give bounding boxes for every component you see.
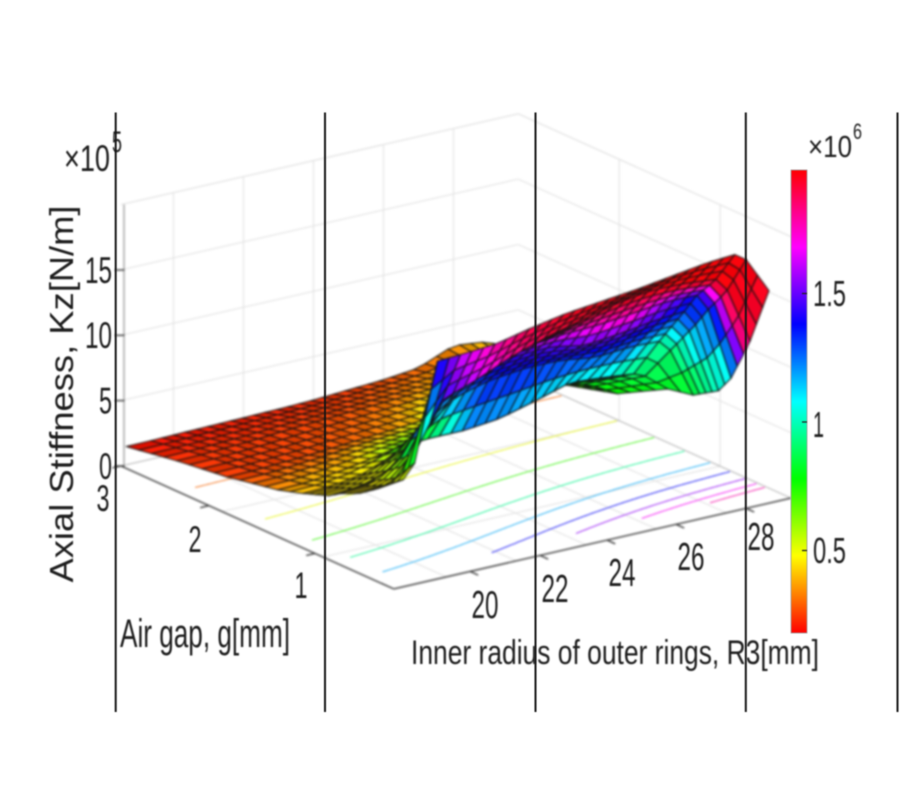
svg-text:1.5: 1.5 <box>813 273 846 314</box>
svg-text:15: 15 <box>85 250 112 291</box>
svg-text:×10: ×10 <box>64 138 110 179</box>
svg-text:Axial Stiffness, Kz[N/m]: Axial Stiffness, Kz[N/m] <box>43 206 80 583</box>
svg-text:3: 3 <box>97 478 110 519</box>
svg-text:10: 10 <box>85 315 112 356</box>
svg-text:×10: ×10 <box>808 129 852 164</box>
svg-text:0.5: 0.5 <box>813 530 846 571</box>
svg-text:5: 5 <box>112 126 122 159</box>
svg-text:26: 26 <box>678 536 705 579</box>
svg-text:20: 20 <box>472 584 499 627</box>
svg-text:Air gap, g[mm]: Air gap, g[mm] <box>120 612 290 656</box>
svg-text:6: 6 <box>853 119 862 144</box>
svg-text:0: 0 <box>99 446 112 487</box>
svg-text:Inner radius of outer rings, R: Inner radius of outer rings, R3[mm] <box>411 634 819 672</box>
svg-text:1: 1 <box>813 404 824 445</box>
svg-text:2: 2 <box>189 519 202 560</box>
svg-text:1: 1 <box>295 565 308 606</box>
svg-text:22: 22 <box>542 568 569 611</box>
svg-text:5: 5 <box>99 381 112 422</box>
svg-text:28: 28 <box>748 516 775 559</box>
svg-text:24: 24 <box>609 552 636 595</box>
